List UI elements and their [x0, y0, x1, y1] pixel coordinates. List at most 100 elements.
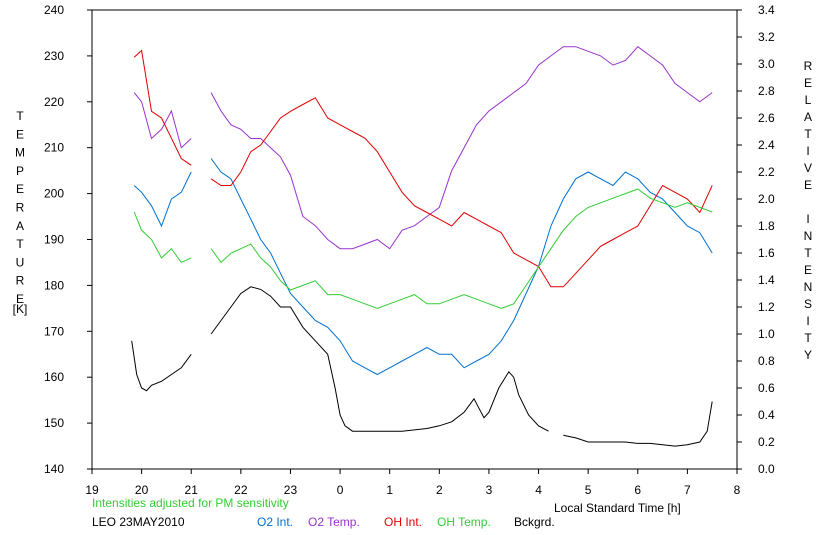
left-axis-label-letter: E: [16, 182, 24, 196]
right-tick-label: 2.6: [758, 111, 775, 125]
right-axis-label-letter: E: [804, 76, 812, 90]
series-line: [210, 97, 713, 288]
right-tick-label: 2.8: [758, 84, 775, 98]
legend-item: O2 Int.: [257, 515, 293, 529]
right-tick-label: 3.0: [758, 57, 775, 71]
plot-frame: [91, 9, 738, 470]
x-tick-label: 23: [284, 483, 298, 497]
right-tick-label: 2.0: [758, 192, 775, 206]
right-tick-label: 1.0: [758, 327, 775, 341]
x-tick-label: 22: [234, 483, 248, 497]
series-line: [563, 401, 713, 447]
series-line: [210, 158, 713, 376]
station-label: LEO 23MAY2010: [92, 515, 185, 529]
legend-item: O2 Temp.: [308, 515, 360, 529]
legend: O2 Int. O2 Temp. OH Int. OH Temp. Bckgrd.: [257, 515, 555, 529]
right-tick-label: 2.4: [758, 138, 775, 152]
x-tick-label: 5: [585, 483, 592, 497]
right-axis-ticks: 0.0 0.2 0.4 0.6 0.8 1.0 1.2 1.4 1.6 1.8 2.0 2.2 2.4 2…: [737, 3, 775, 476]
x-axis-title: Local Standard Time [h]: [554, 501, 681, 515]
sensitivity-note: Intensities adjusted for PM sensitivity: [92, 496, 289, 510]
series-line: [133, 211, 192, 264]
left-axis-ticks: 140 150 160 170 180 190 200 210 220 230 240: [44, 3, 92, 476]
series-line: [131, 340, 192, 392]
left-axis-label-letter: E: [16, 127, 24, 141]
right-axis-label-letter: I: [806, 314, 809, 328]
left-tick-label: 230: [44, 49, 64, 63]
right-axis-label-letter: A: [804, 110, 812, 124]
right-axis-label-letter: E: [804, 178, 812, 192]
legend-item: OH Temp.: [437, 515, 491, 529]
left-axis-label-letter: U: [16, 255, 25, 269]
left-axis-label-letter: T: [16, 109, 24, 123]
left-axis-unit: [K]: [13, 302, 28, 316]
series-line: [133, 171, 192, 228]
right-axis-label-letter: L: [805, 93, 812, 107]
right-tick-label: 2.2: [758, 165, 775, 179]
left-axis-label-letter: M: [15, 146, 25, 160]
right-axis-label-letter: R: [804, 59, 813, 73]
left-axis-label-letter: R: [16, 274, 25, 288]
right-tick-label: 0.8: [758, 354, 775, 368]
right-axis-label-letter: I: [806, 144, 809, 158]
legend-item: OH Int.: [384, 515, 422, 529]
x-tick-label: 2: [436, 483, 443, 497]
series-line: [210, 46, 713, 250]
x-tick-label: 8: [734, 483, 741, 497]
series-line: [133, 49, 192, 166]
right-axis-label-letter: Y: [804, 348, 812, 362]
right-tick-label: 0.0: [758, 462, 775, 476]
left-tick-label: 190: [44, 233, 64, 247]
x-tick-label: 21: [185, 483, 199, 497]
right-tick-label: 0.4: [758, 408, 775, 422]
right-axis-label-letter: I: [806, 212, 809, 226]
left-tick-label: 240: [44, 3, 64, 17]
right-tick-label: 1.4: [758, 273, 775, 287]
right-tick-label: 0.2: [758, 435, 775, 449]
left-tick-label: 160: [44, 370, 64, 384]
left-axis-label-letter: P: [16, 164, 24, 178]
right-axis-label-letter: S: [804, 297, 812, 311]
x-tick-label: 20: [135, 483, 149, 497]
right-tick-label: 1.8: [758, 219, 775, 233]
right-tick-label: 1.6: [758, 246, 775, 260]
left-axis-label-letter: T: [16, 237, 24, 251]
right-axis-label-letter: N: [804, 280, 813, 294]
legend-item: Bckgrd.: [514, 515, 555, 529]
right-tick-label: 1.2: [758, 300, 775, 314]
left-tick-label: 150: [44, 416, 64, 430]
right-axis-label-letter: E: [804, 263, 812, 277]
left-tick-label: 200: [44, 187, 64, 201]
x-tick-label: 3: [486, 483, 493, 497]
left-tick-label: 220: [44, 95, 64, 109]
x-tick-label: 4: [535, 483, 542, 497]
x-tick-label: 0: [337, 483, 344, 497]
right-tick-label: 3.2: [758, 30, 775, 44]
x-tick-label: 19: [85, 483, 99, 497]
series-line: [210, 286, 549, 432]
left-tick-label: 180: [44, 278, 64, 292]
left-tick-label: 140: [44, 462, 64, 476]
right-axis-label-letter: T: [804, 246, 812, 260]
series-lines: [131, 46, 713, 447]
left-tick-label: 210: [44, 141, 64, 155]
right-axis-label-letter: T: [804, 331, 812, 345]
x-tick-label: 7: [684, 483, 691, 497]
left-axis-label-letter: A: [16, 219, 24, 233]
right-axis-label-letter: V: [804, 161, 812, 175]
left-axis-label-letter: R: [16, 201, 25, 215]
series-line: [133, 92, 192, 149]
right-axis-label-letter: T: [804, 127, 812, 141]
left-axis-label-letter: E: [16, 292, 24, 306]
right-axis-label-letter: N: [804, 229, 813, 243]
x-tick-label: 6: [634, 483, 641, 497]
right-tick-label: 0.6: [758, 381, 775, 395]
x-tick-label: 1: [386, 483, 393, 497]
series-line: [210, 188, 713, 309]
x-axis-ticks: 19 20 21 22 23 0 1 2 3 4 5 6 7 8: [85, 469, 741, 497]
left-tick-label: 170: [44, 324, 64, 338]
right-tick-label: 3.4: [758, 3, 775, 17]
